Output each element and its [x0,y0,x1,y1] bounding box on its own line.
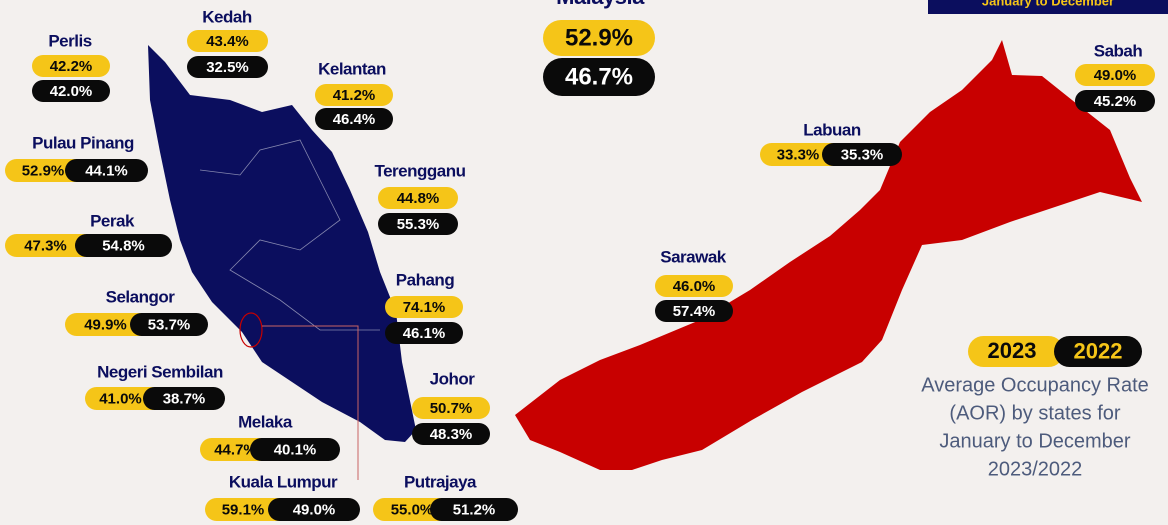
pill-2023 [655,275,733,297]
state-name: Labuan [803,120,861,139]
borneo-malaysia [515,40,1142,470]
description: Average Occupancy Rate [921,374,1149,396]
pill-2022 [822,143,902,166]
pill-2023 [378,187,458,209]
value-2023: 55.0% [391,501,434,518]
description: 2023/2022 [988,458,1083,480]
pill-2022 [378,213,458,235]
pill-2022 [268,498,360,521]
pill-2022 [130,313,208,336]
pill-2023 [32,55,110,77]
pill-2022 [75,234,172,257]
value-2022: 53.7% [148,316,191,333]
state-name: Perak [90,211,135,230]
value-2022: 45.2% [1094,93,1137,110]
value-2023: 33.3% [777,146,820,163]
pill-2022 [315,108,393,130]
value-2023: 52.9% [22,162,65,179]
state-name: Kuala Lumpur [229,472,338,491]
value-2022: 2022 [1074,338,1123,363]
value-2022: 44.1% [85,162,128,179]
legend-2023 [968,336,1064,367]
pill-2023 [385,296,463,318]
value-2022: 55.3% [397,216,440,233]
value-2023: 47.3% [24,237,67,254]
value-2023: 49.0% [1094,67,1137,84]
state-name: Pahang [396,270,455,289]
pill-2022 [65,159,148,182]
description: (AOR) by states for [949,402,1120,424]
pill-2022 [187,56,268,78]
state-name: Selangor [106,287,176,306]
value-2022: 46.1% [403,325,446,342]
value-2022: 54.8% [102,237,145,254]
state-name: Johor [430,369,476,388]
value-2023: 46.0% [673,278,716,295]
value-2023: 74.1% [403,299,446,316]
pill-2022 [32,80,110,102]
value-2022: 40.1% [274,441,317,458]
value-2022: 51.2% [453,501,496,518]
pill-2023 [5,234,96,257]
state-name: Pulau Pinang [32,133,134,152]
pill-2023 [1075,64,1155,86]
pill-2022 [385,322,463,344]
value-2023: 52.9% [565,24,633,51]
value-2023: 49.9% [84,316,127,333]
value-2023: 59.1% [222,501,265,518]
pill-2023 [412,397,490,419]
state-name: Sabah [1094,41,1143,60]
pill-2023 [543,20,655,56]
pill-2023 [315,84,393,106]
value-2022: 38.7% [163,390,206,407]
legend-label-2023: 2023 [988,338,1037,363]
value-2022: 49.0% [293,501,336,518]
state-name: Kedah [202,7,252,26]
pill-2023 [205,498,291,521]
state-name: Perlis [48,31,91,50]
value-2023: 44.7% [214,441,257,458]
value-2023: 42.2% [50,58,93,75]
state-name: Negeri Sembilan [97,362,223,381]
pill-2022 [250,438,340,461]
zoom-circle [239,312,263,348]
pill-2022 [543,58,655,96]
state-name: Putrajaya [404,472,477,491]
pill-2022 [430,498,518,521]
value-2023: 50.7% [430,400,473,417]
state-name: Sarawak [660,247,727,266]
description: January to December [939,430,1131,452]
boundary [199,139,380,331]
pill-2022 [143,387,225,410]
value-2023: 41.0% [99,390,142,407]
value-2022: 35.3% [841,146,884,163]
state-name: Melaka [238,412,293,431]
value-2023: 43.4% [206,33,249,50]
pill-2023 [187,30,268,52]
state-name: Terengganu [374,161,465,180]
value-2022: 46.7% [565,63,633,90]
value-2022: 57.4% [673,303,716,320]
state-name: Kelantan [318,59,386,78]
value-2023: 44.8% [397,190,440,207]
pill-2022 [412,423,490,445]
header-title: Malaysia [556,0,645,9]
peninsular-malaysia [148,45,416,442]
value-2022: 48.3% [430,426,473,443]
value-2022: 32.5% [206,59,249,76]
pill-2022 [1075,90,1155,112]
leader-line [262,325,359,480]
value-2022: 42.0% [50,83,93,100]
pill-2022 [1054,336,1142,367]
value-2023: 41.2% [333,87,376,104]
header-badge [928,0,1168,14]
header-badge-text: January to December [982,0,1114,8]
value-2022: 46.4% [333,111,376,128]
pill-2022 [655,300,733,322]
